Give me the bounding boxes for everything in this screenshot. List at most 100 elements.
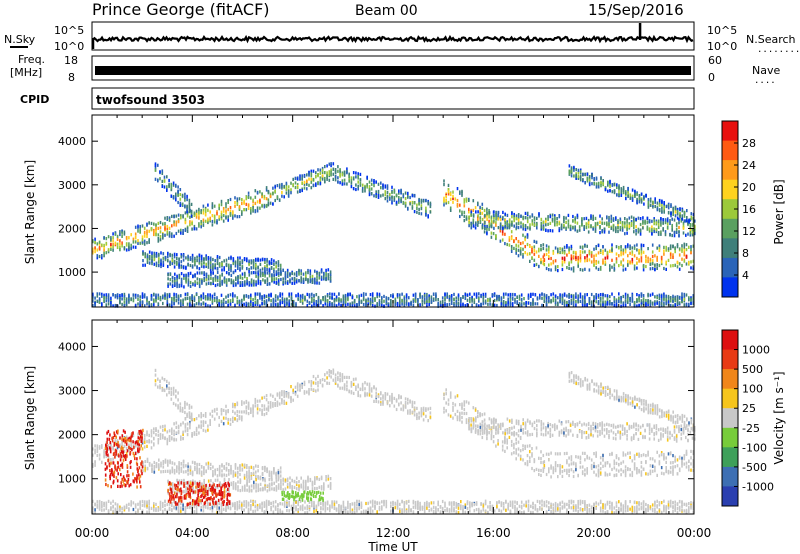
power-cell [154, 163, 157, 167]
power-cell [498, 295, 500, 299]
power-cell [413, 210, 416, 214]
power-cell [456, 187, 459, 191]
power-cell [189, 215, 191, 219]
power-cell [173, 234, 175, 238]
power-cell [264, 269, 266, 273]
power-cell [661, 203, 663, 207]
velocity-cell [343, 385, 346, 389]
freq-axis-bottom: 8 [68, 71, 75, 84]
power-cell [667, 247, 670, 251]
power-cell [570, 169, 573, 173]
power-cell [342, 294, 345, 298]
power-cell [663, 252, 665, 256]
power-cell [190, 202, 193, 206]
power-cell [275, 261, 277, 265]
power-cell [220, 210, 223, 214]
power-cell [234, 214, 236, 218]
power-cell [649, 257, 652, 261]
power-cell [181, 202, 184, 206]
velocity-cell [166, 439, 169, 444]
power-cell [581, 223, 583, 227]
power-cell [157, 179, 159, 183]
power-cell [315, 171, 317, 175]
power-cell [519, 241, 522, 246]
velocity-cell [355, 387, 357, 391]
power-cell [604, 294, 607, 298]
power-cell [575, 295, 577, 299]
power-cell [334, 178, 337, 182]
power-cell [200, 297, 202, 301]
power-cell [584, 267, 586, 271]
power-cell [622, 268, 625, 272]
power-cell [609, 264, 611, 268]
power-cell [470, 221, 473, 225]
power-cell [486, 217, 488, 221]
power-cell [185, 278, 187, 282]
power-cell [604, 300, 607, 304]
power-cell [475, 294, 478, 298]
power-cell [198, 299, 200, 303]
power-cell [94, 296, 96, 300]
power-cell [587, 218, 590, 223]
power-cell [473, 298, 476, 302]
power-cell [665, 294, 667, 298]
power-cell [237, 264, 239, 268]
power-cell [248, 283, 251, 287]
power-cell [176, 253, 178, 257]
power-cell [306, 173, 308, 177]
power-cell [293, 281, 296, 285]
power-cell [337, 180, 339, 184]
power-cell [200, 209, 202, 213]
power-cell [150, 303, 153, 307]
power-cell [274, 185, 276, 189]
power-cell [419, 303, 421, 307]
power-cell [357, 176, 359, 180]
power-cell [358, 300, 360, 304]
power-cell [470, 223, 473, 227]
velocity-cell [319, 379, 322, 383]
power-cell [597, 260, 600, 264]
power-cell [418, 198, 420, 203]
power-cell [638, 299, 640, 303]
power-cell [457, 297, 460, 302]
power-cell [168, 231, 171, 235]
power-cell [254, 297, 257, 301]
power-cell [246, 282, 248, 286]
power-cell [640, 250, 643, 254]
power-cell [590, 214, 592, 218]
power-cell [194, 258, 196, 263]
velocity-cell [94, 463, 96, 467]
power-cell [264, 267, 266, 271]
power-cell [557, 269, 559, 273]
power-cell [551, 213, 554, 217]
velocity-cell [202, 428, 205, 432]
power-cell [540, 227, 543, 231]
power-cell [626, 224, 628, 229]
power-cell [557, 296, 559, 300]
power-cell [429, 204, 432, 209]
velocity-cell [337, 377, 339, 382]
power-cell [561, 260, 564, 264]
power-cell [229, 293, 232, 297]
power-cell [143, 234, 146, 238]
power-cell [545, 228, 547, 232]
power-cell [275, 265, 277, 269]
power-cell [468, 207, 470, 211]
velocity-cell [247, 401, 250, 405]
power-cell [343, 182, 346, 186]
power-cell [237, 276, 239, 280]
power-cell [531, 256, 533, 260]
power-cell [676, 265, 679, 269]
power-cell [330, 173, 332, 177]
power-cell [435, 292, 437, 296]
power-cell [325, 268, 327, 272]
power-cell [596, 222, 599, 226]
power-cell [389, 192, 391, 197]
power-cell [310, 178, 313, 182]
power-cell [611, 258, 613, 262]
station-title: Prince George (fitACF) [92, 0, 270, 19]
power-cell [299, 177, 301, 181]
power-cell [495, 234, 497, 238]
power-cell [159, 235, 162, 239]
power-cell [245, 195, 248, 199]
